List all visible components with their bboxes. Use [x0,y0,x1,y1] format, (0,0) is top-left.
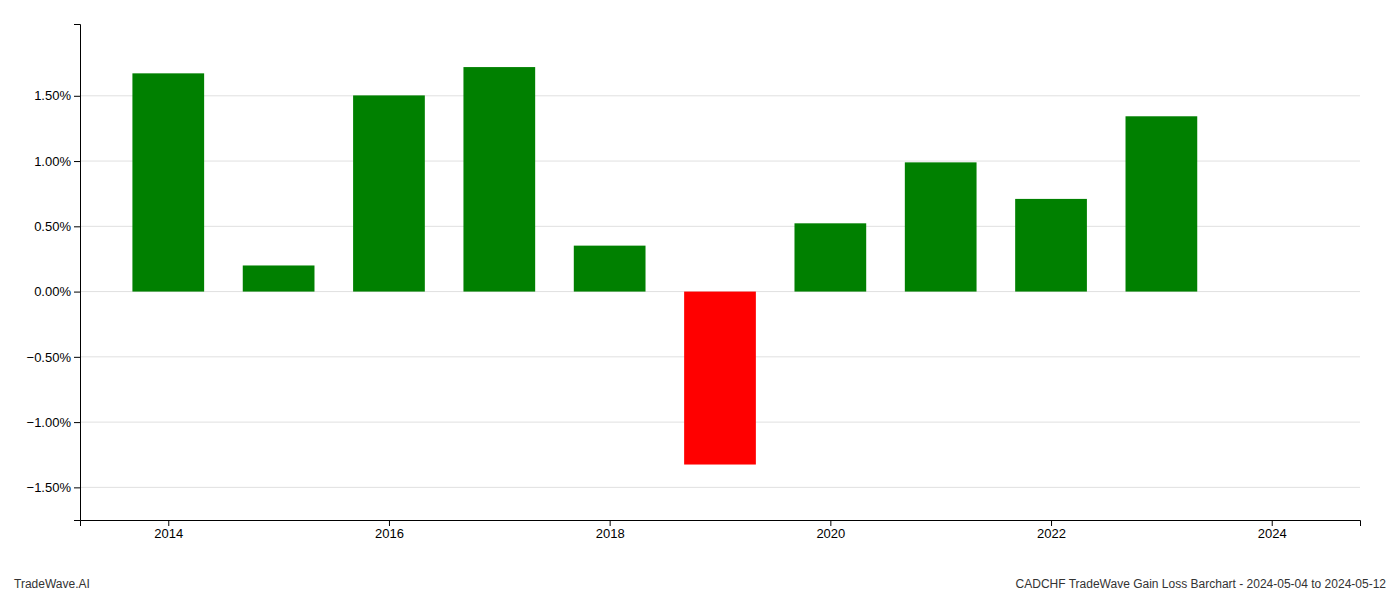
bar [684,292,756,465]
y-tick-mark [74,292,80,293]
y-tick-mark [74,226,80,227]
bar [1015,199,1087,292]
annotations: TradeWave.AI CADCHF TradeWave Gain Loss B… [14,577,1386,591]
y-tick-label: −1.00% [27,415,72,430]
bar [905,162,977,291]
bar [353,95,425,291]
y-tick-mark [74,487,80,488]
y-tick-mark [74,96,80,97]
chart-container: 2014 2016 2018 2020 2022 2024 −1.50% −1.00% −0.5… [0,0,1400,600]
y-tick: 1.50% [34,88,80,103]
footer-text: CADCHF TradeWave Gain Loss Barchart - 20… [1016,577,1387,591]
x-axis-line [81,521,1361,527]
x-axis: 2014 2016 2018 2020 2022 2024 [81,520,1361,541]
x-tick-label: 2020 [816,526,845,541]
y-tick-label: 0.00% [34,284,71,299]
y-tick-label: 0.50% [34,219,71,234]
bar [243,265,315,291]
grid-line [80,487,1360,488]
grid-line [80,95,1360,96]
x-tick-label: 2014 [154,526,183,541]
x-tick-mark [389,520,390,526]
y-tick: 1.00% [34,154,80,169]
x-tick: 2016 [375,520,404,541]
y-tick: −0.50% [27,350,80,365]
x-tick: 2020 [816,520,845,541]
grid [80,96,1360,488]
bar [132,73,204,291]
bar [1126,116,1198,291]
x-tick-mark [1272,520,1273,526]
x-tick-mark [1051,520,1052,526]
y-tick-mark [74,161,80,162]
y-axis-line [74,25,81,521]
y-tick: 0.50% [34,219,80,234]
y-tick: −1.50% [27,480,80,495]
y-tick-mark [74,422,80,423]
bar [574,246,646,292]
x-tick-label: 2022 [1037,526,1066,541]
y-tick-mark [74,357,80,358]
x-tick: 2022 [1037,520,1066,541]
bar [463,67,535,292]
x-tick: 2018 [596,520,625,541]
y-tick-label: −1.50% [27,480,72,495]
y-tick: 0.00% [34,284,80,299]
x-tick-mark [168,520,169,526]
y-tick-label: 1.00% [34,154,71,169]
x-tick-label: 2024 [1258,526,1287,541]
y-axis: −1.50% −1.00% −0.50% 0.00% 0.50% 1.00% 1.50% [27,25,81,521]
x-tick: 2024 [1258,520,1287,541]
bars [132,67,1197,464]
y-tick: −1.00% [27,415,80,430]
x-tick-mark [610,520,611,526]
x-tick-mark [830,520,831,526]
x-tick-label: 2018 [596,526,625,541]
y-tick-label: −0.50% [27,350,72,365]
x-tick: 2014 [154,520,183,541]
footer-text: TradeWave.AI [14,577,90,591]
bar [794,223,866,291]
x-tick-label: 2016 [375,526,404,541]
chart-svg: 2014 2016 2018 2020 2022 2024 −1.50% −1.00% −0.5… [0,0,1400,600]
y-tick-label: 1.50% [34,88,71,103]
